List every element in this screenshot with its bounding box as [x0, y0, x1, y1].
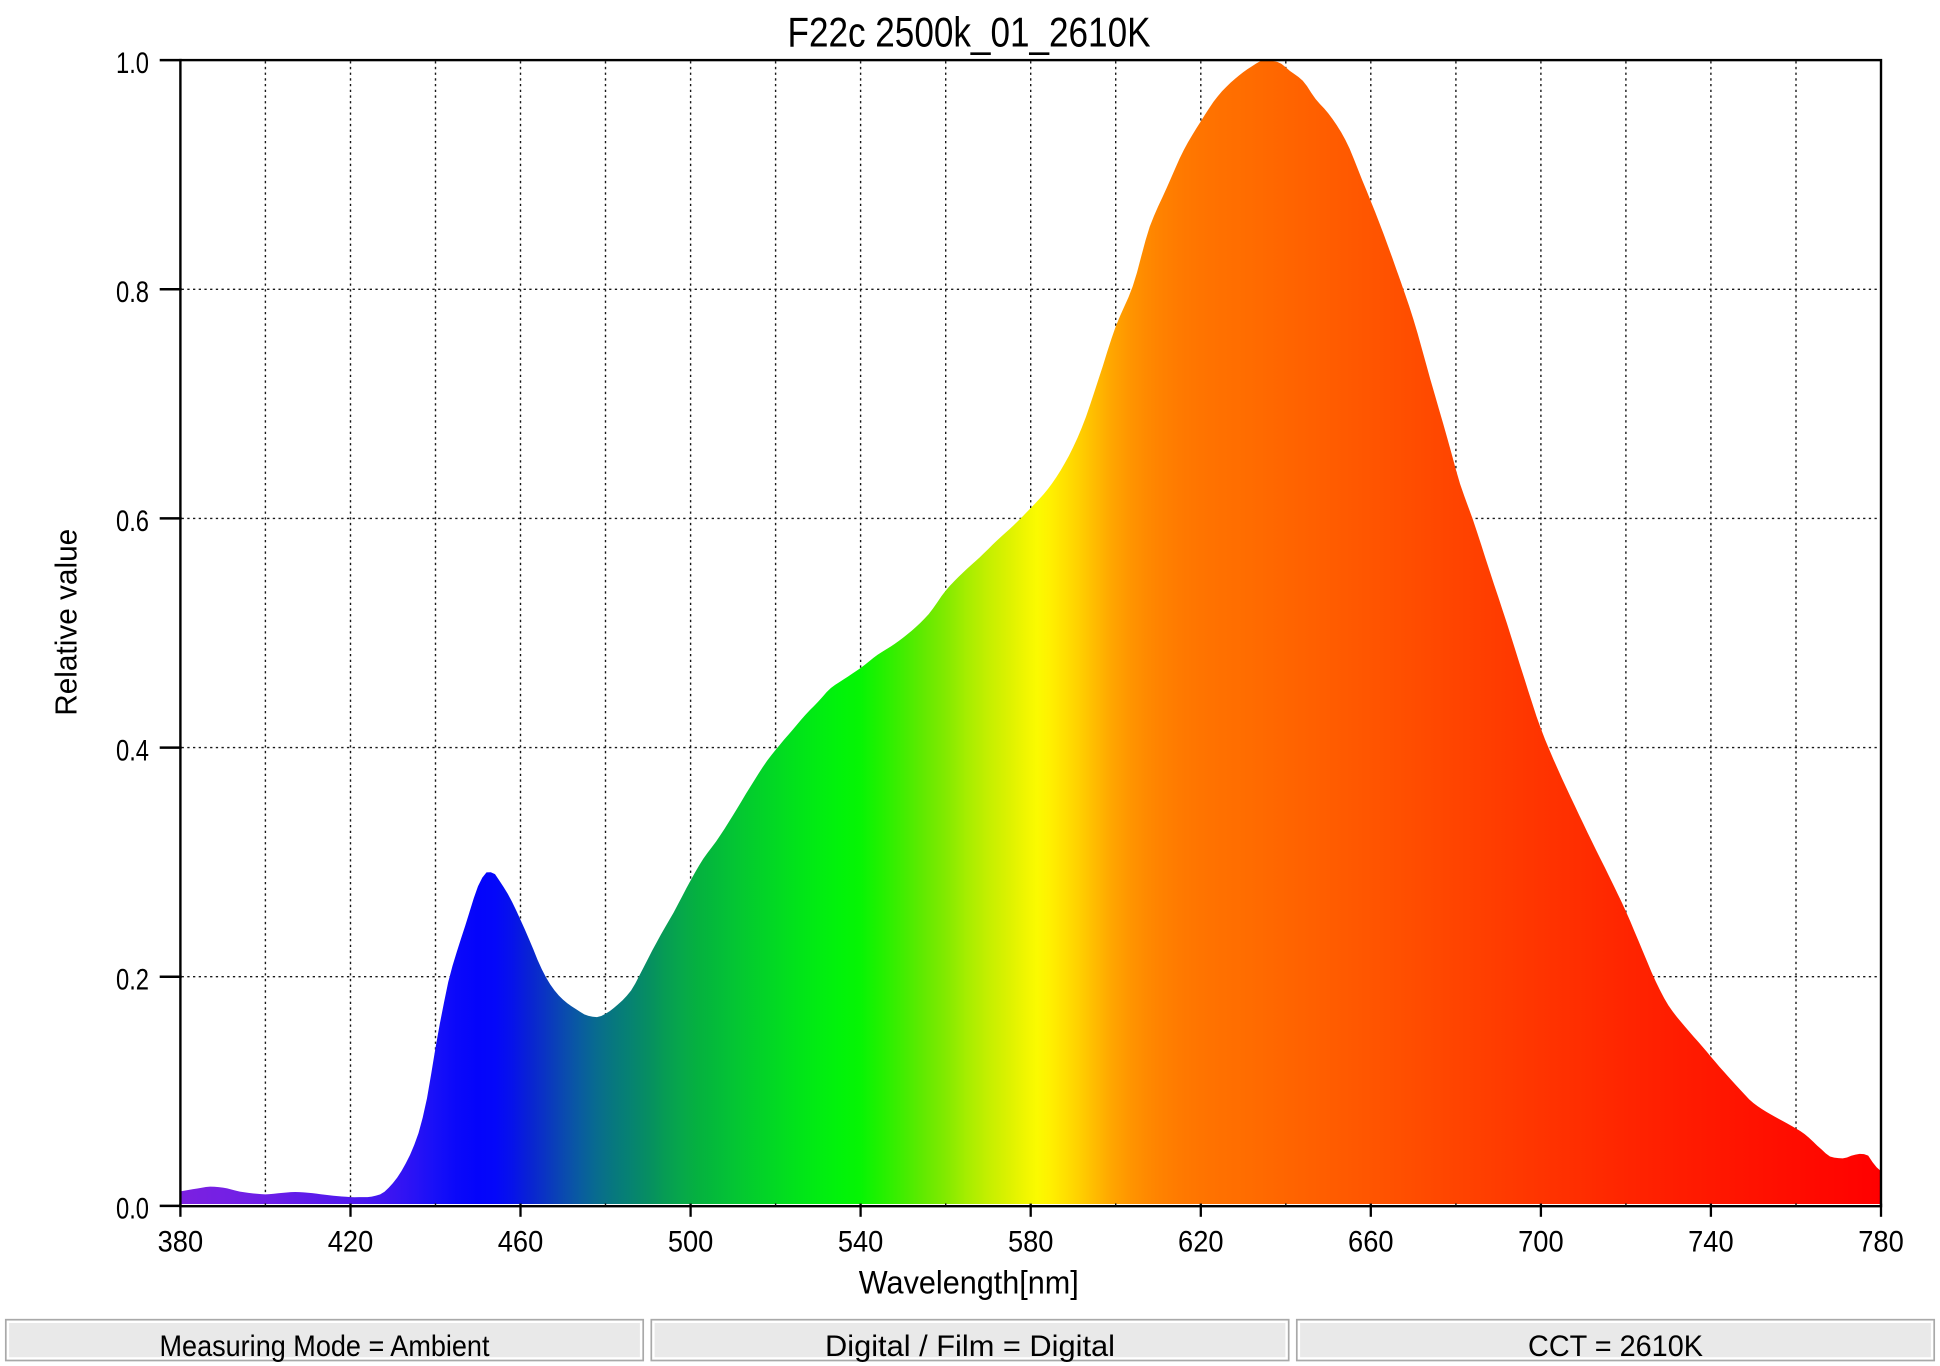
- svg-text:0.6: 0.6: [116, 505, 149, 538]
- svg-text:0.2: 0.2: [116, 963, 149, 996]
- svg-text:380: 380: [158, 1225, 204, 1258]
- svg-text:Relative value: Relative value: [48, 529, 83, 716]
- svg-text:620: 620: [1178, 1225, 1224, 1258]
- svg-text:0.4: 0.4: [116, 734, 149, 767]
- svg-text:F22c 2500k_01_2610K: F22c 2500k_01_2610K: [788, 9, 1151, 56]
- svg-text:580: 580: [1008, 1225, 1054, 1258]
- svg-text:Digital / Film = Digital: Digital / Film = Digital: [825, 1330, 1115, 1363]
- svg-text:780: 780: [1858, 1225, 1904, 1258]
- svg-text:CCT = 2610K: CCT = 2610K: [1528, 1330, 1703, 1363]
- svg-text:0.0: 0.0: [116, 1193, 149, 1226]
- svg-text:740: 740: [1688, 1225, 1734, 1258]
- svg-text:1.0: 1.0: [116, 47, 149, 80]
- svg-text:660: 660: [1348, 1225, 1394, 1258]
- svg-text:540: 540: [838, 1225, 884, 1258]
- svg-text:0.8: 0.8: [116, 276, 149, 309]
- svg-text:460: 460: [498, 1225, 544, 1258]
- svg-text:Measuring Mode = Ambient: Measuring Mode = Ambient: [160, 1330, 491, 1363]
- svg-text:420: 420: [328, 1225, 374, 1258]
- svg-text:500: 500: [668, 1225, 714, 1258]
- svg-text:700: 700: [1518, 1225, 1564, 1258]
- svg-text:Wavelength[nm]: Wavelength[nm]: [859, 1265, 1079, 1301]
